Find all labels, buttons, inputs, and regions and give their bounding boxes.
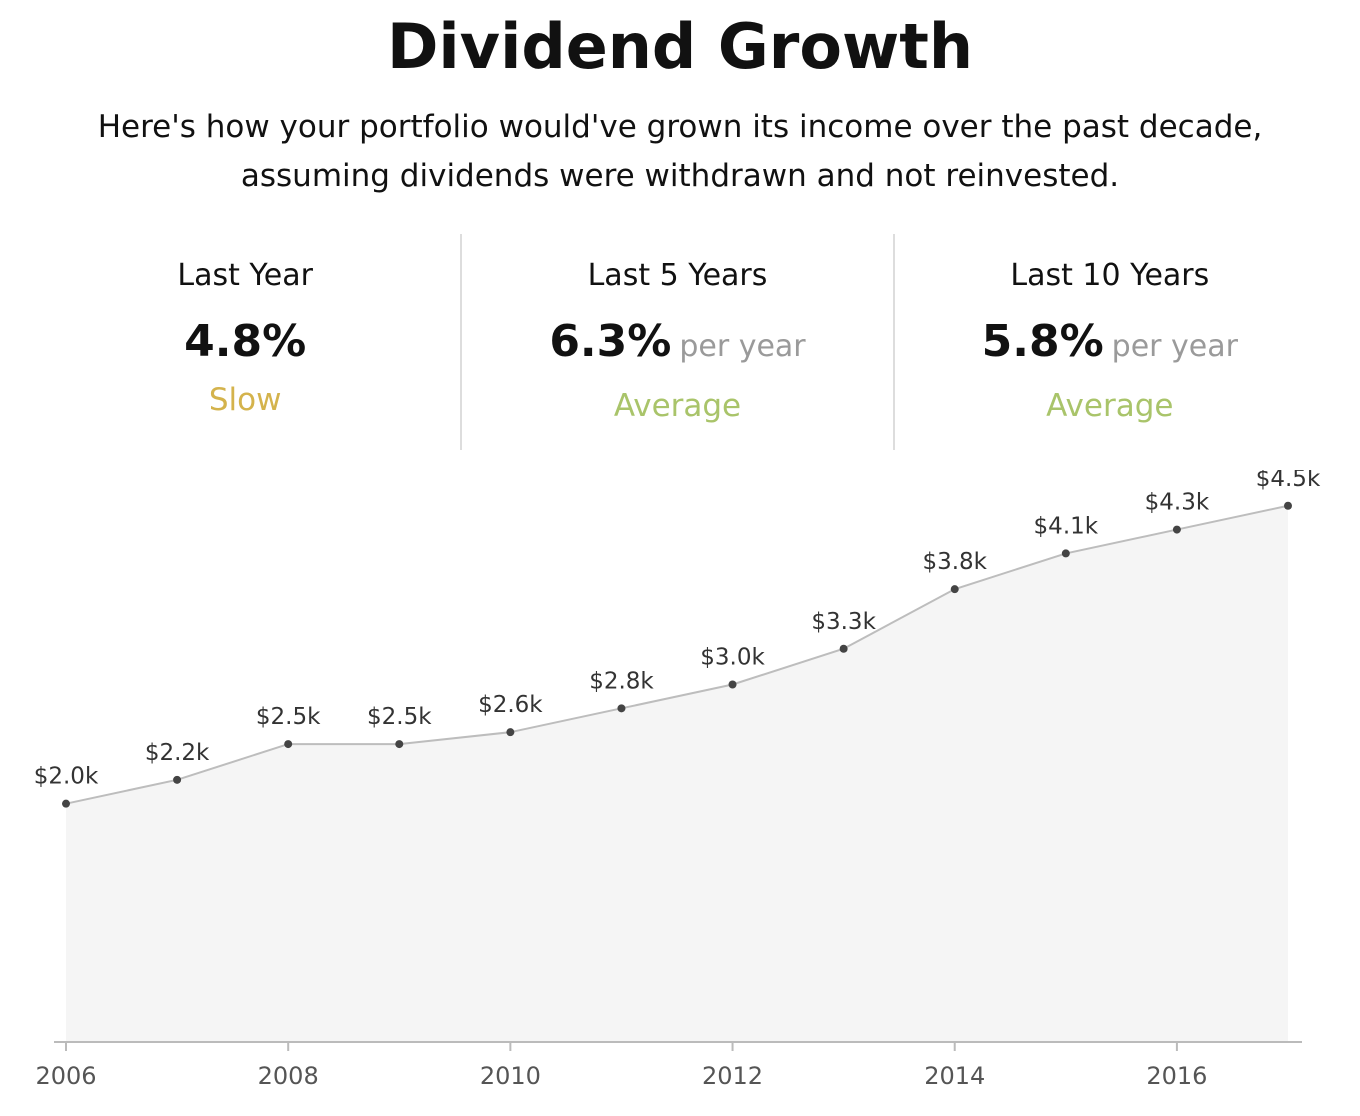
data-point	[395, 740, 404, 749]
data-label: $4.1k	[1034, 513, 1099, 539]
data-label: $2.5k	[367, 704, 432, 730]
stat-last-10-years: Last 10 Years 5.8% per year Average	[892, 234, 1325, 450]
data-point	[506, 728, 515, 737]
stat-label: Last 10 Years	[1010, 258, 1210, 293]
growth-stats: Last Year 4.8% Slow Last 5 Years 6.3% per…	[30, 234, 1325, 450]
data-label: $2.6k	[478, 692, 543, 718]
data-label: $3.3k	[811, 609, 876, 635]
stat-rating: Average	[1046, 388, 1174, 424]
data-point	[62, 799, 70, 808]
stat-last-year: Last Year 4.8% Slow	[30, 234, 460, 450]
dividend-area-chart: 2006 2008 2010 2012 2014 2016 $2.0k $2.2k $2.5k $…	[34, 470, 1321, 1090]
stat-label: Last Year	[177, 258, 313, 293]
data-point	[728, 680, 737, 689]
stat-unit: per year	[1111, 329, 1238, 364]
stat-unit: per year	[679, 329, 806, 364]
data-label: $4.5k	[1256, 470, 1321, 492]
x-tick-label: 2016	[1146, 1062, 1207, 1090]
stat-last-5-years: Last 5 Years 6.3% per year Average	[460, 234, 892, 450]
stat-value-row: 6.3% per year	[462, 314, 892, 379]
data-label: $2.8k	[589, 668, 654, 694]
data-label: $2.2k	[145, 740, 210, 766]
data-label: $2.0k	[34, 764, 99, 790]
data-point	[839, 644, 848, 653]
x-tick-label: 2010	[480, 1062, 541, 1090]
stat-value-row: 4.8%	[30, 314, 460, 379]
data-point	[617, 704, 626, 713]
page-subtitle: Here's how your portfolio would've grown…	[60, 103, 1300, 201]
stat-value: 4.8%	[184, 316, 307, 367]
x-tick-label: 2014	[924, 1062, 985, 1090]
stat-value-row: 5.8% per year	[895, 314, 1325, 379]
data-label: $3.8k	[922, 549, 987, 575]
stat-rating: Average	[613, 388, 742, 424]
data-point	[1284, 501, 1292, 510]
stat-label: Last 5 Years	[587, 258, 768, 293]
data-label: $2.5k	[256, 704, 321, 730]
data-label: $4.3k	[1145, 490, 1210, 516]
data-point	[284, 740, 293, 749]
data-point	[1061, 549, 1070, 558]
x-tick-label: 2008	[258, 1062, 319, 1090]
stat-value: 5.8%	[981, 316, 1104, 367]
subtitle-line-1: Here's how your portfolio would've grown…	[97, 109, 1263, 145]
subtitle-line-2: assuming dividends were withdrawn and no…	[240, 158, 1120, 194]
stat-value: 6.3%	[549, 316, 672, 367]
x-tick-label: 2006	[35, 1062, 96, 1090]
data-point	[173, 775, 182, 784]
area-fill	[66, 505, 1288, 1042]
series-line	[65, 504, 1289, 805]
data-point	[950, 585, 959, 594]
stat-rating: Slow	[208, 382, 282, 418]
x-tick-label: 2012	[702, 1062, 763, 1090]
data-label: $3.0k	[700, 645, 765, 671]
data-point	[1172, 525, 1181, 534]
page-title: Dividend Growth	[386, 10, 974, 83]
